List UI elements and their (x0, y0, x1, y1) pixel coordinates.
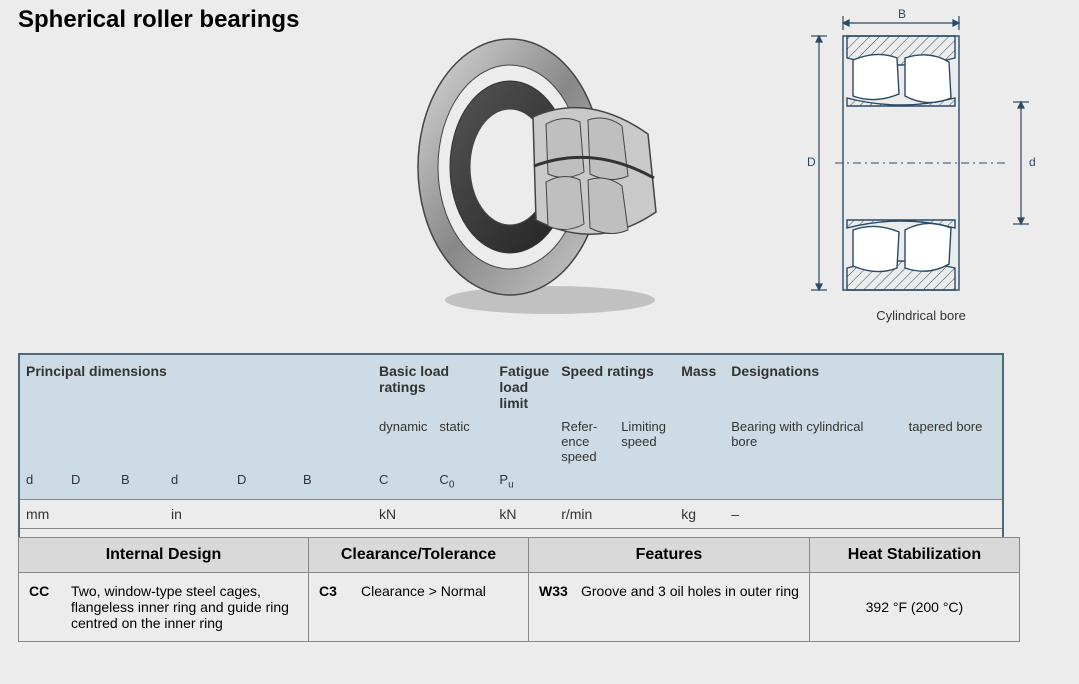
cross-section-caption: Cylindrical bore (781, 308, 1061, 323)
col-B2: B (297, 468, 373, 499)
clearance-text: Clearance > Normal (361, 583, 518, 599)
col-C: C (373, 468, 433, 499)
col-d2: d (165, 468, 231, 499)
unit-kg: kg (675, 499, 725, 528)
hdr-desig-cyl: Bearing with cylindrical bore (725, 415, 875, 468)
hdr-static: static (433, 415, 493, 468)
internal-code: CC (29, 583, 71, 631)
page-title: Spherical roller bearings (18, 6, 299, 34)
features-code: W33 (539, 583, 581, 599)
unit-mm: mm (19, 499, 165, 528)
hdr-limspeed: Limiting speed (615, 415, 675, 468)
hdr-basicload: Basic load ratings (373, 354, 493, 415)
features-text: Groove and 3 oil holes in outer ring (581, 583, 799, 599)
col-d: d (19, 468, 65, 499)
col-D2: D (231, 468, 297, 499)
unit-in: in (165, 499, 373, 528)
unit-rmin: r/min (555, 499, 675, 528)
dim-label-B: B (898, 7, 906, 21)
hdr-dynamic: dynamic (373, 415, 433, 468)
unit-kN2: kN (493, 499, 555, 528)
hdr-desig-tap: tapered bore (875, 415, 1003, 468)
details-features: W33 Groove and 3 oil holes in outer ring (529, 573, 810, 642)
details-clearance: C3 Clearance > Normal (309, 573, 529, 642)
internal-text: Two, window-type steel cages, flangeless… (71, 583, 298, 631)
hdr-fatigue: Fatigue load limit (493, 354, 555, 415)
details-table: Internal Design Clearance/Tolerance Feat… (18, 537, 1020, 642)
hdr-designations: Designations (725, 354, 1003, 415)
col-D: D (65, 468, 115, 499)
dim-label-D: D (807, 155, 816, 169)
bearing-3d-illustration (400, 22, 690, 322)
details-h2: Clearance/Tolerance (309, 538, 529, 573)
spec-table: Principal dimensions Basic load ratings … (18, 353, 1004, 565)
col-B: B (115, 468, 165, 499)
cross-section-diagram: B D d Cylindrica (781, 6, 1061, 326)
unit-kN: kN (373, 499, 493, 528)
col-Pu: Pu (493, 468, 555, 499)
details-heat: 392 °F (200 °C) (809, 573, 1019, 642)
hdr-speed: Speed ratings (555, 354, 675, 415)
hdr-mass: Mass (675, 354, 725, 415)
col-C0: C0 (433, 468, 493, 499)
hdr-principal: Principal dimensions (19, 354, 373, 415)
details-h3: Features (529, 538, 810, 573)
clearance-code: C3 (319, 583, 361, 599)
details-h4: Heat Stabilization (809, 538, 1019, 573)
details-internal: CC Two, window-type steel cages, flangel… (19, 573, 309, 642)
hdr-refspeed: Refer-ence speed (555, 415, 615, 468)
details-h1: Internal Design (19, 538, 309, 573)
unit-dash: – (725, 499, 1003, 528)
dim-label-d: d (1029, 155, 1036, 169)
